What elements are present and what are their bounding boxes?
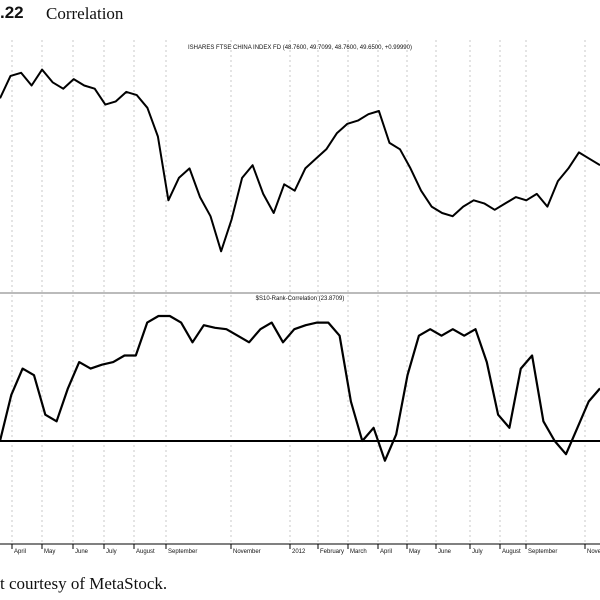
price-series-line [0,68,600,253]
x-tick-label: November [233,549,261,555]
x-tick-label: June [438,549,452,555]
figure-title: Correlation [46,4,124,23]
x-axis-ticks: April May June July August September November 2… [11,544,600,555]
x-tick-label: September [168,549,197,555]
figure-number: .22 [0,3,24,22]
metastock-chart: ISHARES FTSE CHINA INDEX FD (48.7600, 49… [0,40,600,555]
figure-caption: t courtesy of MetaStock. [0,574,168,593]
x-tick-label: April [14,549,26,555]
correlation-series-line [0,314,600,462]
x-tick-label: August [502,549,521,555]
x-tick-label: July [106,549,117,555]
x-tick-label: March [350,549,367,555]
price-chart-title: ISHARES FTSE CHINA INDEX FD (48.7600, 49… [188,45,412,51]
x-tick-label: August [136,549,155,555]
x-tick-label: April [380,549,392,555]
x-tick-label: September [528,549,557,555]
x-tick-label: July [472,549,483,555]
x-tick-label: June [75,549,89,555]
x-tick-label: 2012 [292,549,306,555]
vertical-gridlines [11,40,586,544]
correlation-chart-title: $S10-Rank-Correlation (23.8709) [256,296,345,302]
x-tick-label: February [320,549,344,555]
x-tick-label: Novem [587,549,600,555]
x-tick-label: May [44,549,55,555]
x-tick-label: May [409,549,420,555]
